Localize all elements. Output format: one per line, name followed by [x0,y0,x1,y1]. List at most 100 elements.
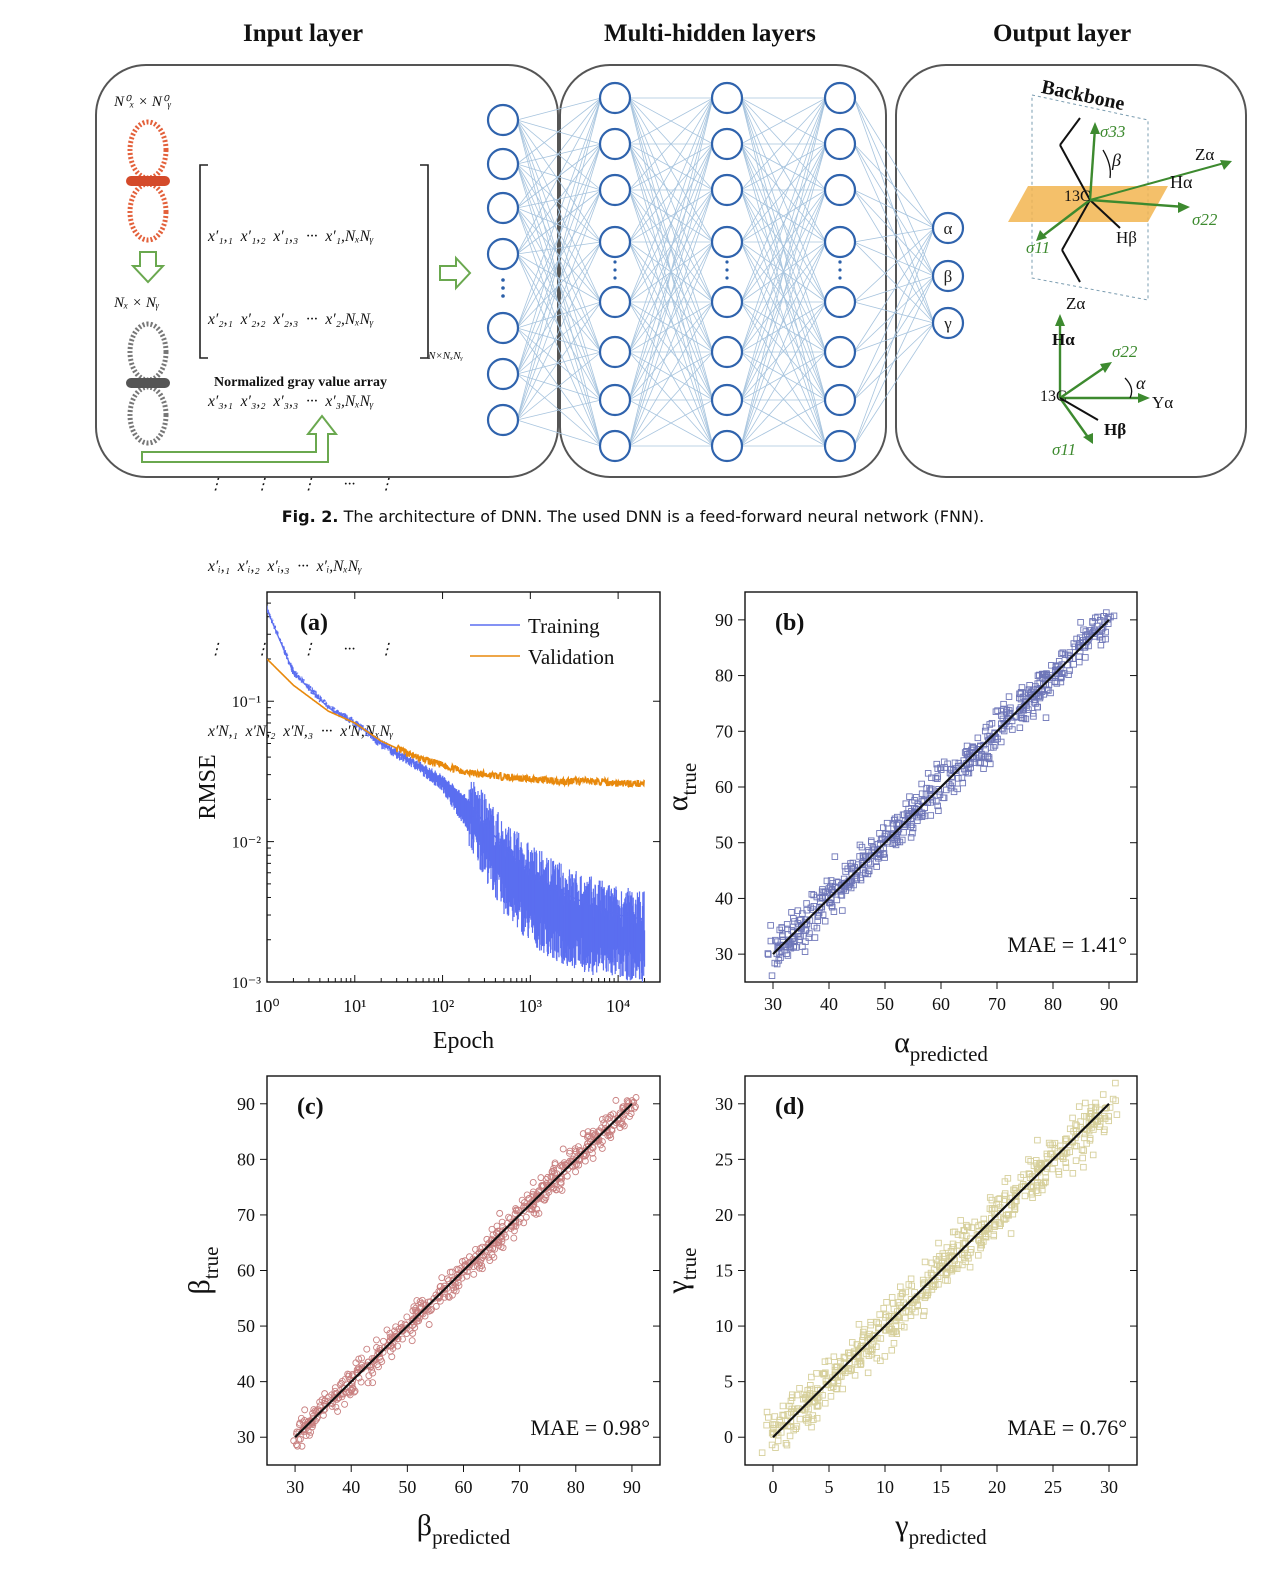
scatter-point [434,1293,442,1301]
y-tick-label: 10⁻³ [232,975,261,992]
y-tick-label: 0 [724,1427,733,1447]
scatter-point [445,1293,453,1301]
scatter-point [974,734,982,742]
scatter-point [417,1303,425,1311]
scatter-point [1078,1146,1086,1153]
scatter-point [443,1275,451,1283]
output-layer-title: Output layer [993,20,1132,47]
scatter-point [816,904,824,911]
network-connections [516,97,935,447]
scatter-point [540,1182,547,1190]
scatter-point [982,1233,989,1240]
scatter-point [542,1194,550,1202]
scatter-point [960,1227,967,1234]
connection [740,241,827,353]
scatter-point [874,846,881,854]
scatter-point [472,1245,479,1253]
chart-panel-a: 10⁰ 10¹ 10² 10³ 10⁴ 10⁻³ 10⁻² 10⁻¹ Training Valid… [195,591,661,1054]
scatter-point [898,1290,906,1298]
scatter-point [907,1296,915,1303]
connection [628,97,714,303]
scatter-point [960,1249,968,1257]
scatter-point [1092,1099,1099,1107]
scatter-point [1034,703,1041,711]
hidden-neuron [823,383,857,417]
scatter-point [485,1241,492,1249]
scatter-point [803,1417,810,1424]
scatter-point [864,1369,872,1377]
scatter-point [450,1286,458,1294]
sigma11-label-bottom: σ11 [1052,440,1077,459]
hidden-panel [559,64,887,478]
y-tick-label: 80 [237,1149,255,1169]
x-tick-label: 30 [1100,1477,1118,1497]
scatter-point [364,1379,372,1387]
y-tick-label: 30 [715,944,733,964]
connection [740,241,827,447]
connection [853,275,935,303]
scatter-point [1021,1192,1029,1200]
scatter-point [799,943,806,950]
scatter-point [786,1432,794,1440]
scatter-point [1010,1186,1017,1193]
connection [740,143,827,447]
hidden-neuron [710,429,744,463]
scatter-point [859,861,867,869]
scatter-point [400,1326,407,1334]
scatter-point [912,1308,919,1316]
scatter-point [1001,720,1009,728]
scatter-point [859,852,867,859]
y-tick-label: 60 [237,1261,255,1281]
connection [628,241,714,447]
scatter-point [894,826,901,833]
scatter-point [1036,1160,1043,1168]
scatter-point [813,924,821,932]
scatter-point [375,1349,383,1357]
scatter-point [934,802,941,810]
x-tick-label: 10² [431,996,454,1016]
scatter-point [997,1220,1004,1227]
scatter-point [867,1321,874,1329]
scatter-point [778,924,786,932]
scatter-point [604,1132,612,1139]
scatter-point [995,1195,1002,1203]
connection [740,143,827,191]
scatter-point [598,1115,606,1123]
h-beta-label-top: Hβ [1116,228,1137,247]
scatter-point [888,1330,896,1337]
connection [516,119,602,145]
scatter-point [1049,1165,1056,1173]
scatter-point [477,1256,485,1264]
scatter-point [598,1145,606,1152]
y-axis-label: γtrue [661,1248,701,1295]
plot-frame [266,591,661,983]
scatter-point [867,1345,875,1352]
scatter-point [809,1412,817,1419]
scatter-point [890,820,897,827]
x-tick-label: 80 [1044,994,1062,1014]
scatter-point [959,779,967,787]
scatter-point [631,1104,638,1112]
input-neuron [486,103,520,137]
scatter-point [1106,1104,1114,1111]
scatter-point [810,1398,818,1406]
training-series [267,605,646,982]
hidden-neuron [823,127,857,161]
scatter-point [1077,1123,1084,1131]
scatter-point [940,758,948,766]
scatter-point [948,773,955,780]
scatter-point [1001,1178,1009,1185]
scatter-point [1058,650,1065,658]
scatter-point [968,1246,975,1253]
scatter-point [609,1110,617,1118]
connection [628,189,714,447]
scatter-point [957,1217,964,1224]
scatter-point [458,1258,466,1265]
hidden-neuron [710,383,744,417]
connection [740,351,827,447]
scatter-point [425,1321,433,1328]
connection [628,143,714,447]
scatter-point [790,915,797,922]
output-neuron [931,211,965,245]
scatter-point [876,1311,883,1318]
